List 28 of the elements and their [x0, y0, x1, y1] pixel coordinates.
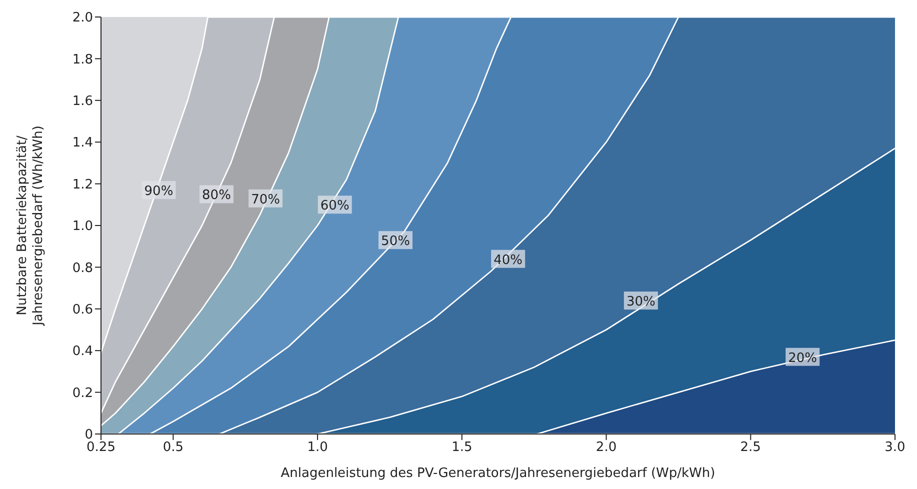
x-tick-label: 2.5 — [740, 440, 761, 456]
y-tick-label: 1.0 — [72, 219, 93, 234]
x-tick-label: 0.25 — [86, 440, 116, 456]
x-tick-label: 2.0 — [596, 440, 617, 456]
y-axis-title: Nutzbare Batteriekapazität/ Jahresenergiebedarf (Wh/kWh) — [15, 126, 46, 326]
x-tick-label: 3.0 — [884, 440, 906, 456]
annotation: 70% — [251, 192, 280, 208]
annotation: 90% — [144, 184, 174, 200]
y-tick-label: 0.8 — [72, 260, 93, 276]
y-tick-label: 0.2 — [72, 386, 93, 401]
annotation: 60% — [320, 198, 350, 214]
annotation: 30% — [626, 294, 656, 310]
y-tick-label: 1.8 — [72, 52, 93, 68]
annotation: 80% — [202, 188, 231, 204]
annotation: 40% — [494, 252, 523, 268]
y-tick-label: 1.2 — [72, 177, 93, 192]
y-tick-label: 0.4 — [72, 344, 93, 360]
x-axis-title: Anlagenleistung des PV-Generators/Jahresenergiebedarf (Wp/kWh) — [280, 466, 716, 481]
y-tick-label: 0.6 — [72, 302, 93, 318]
y-tick-label: 1.6 — [72, 94, 93, 110]
x-tick-label: 1.0 — [307, 440, 328, 456]
x-tick-label: 1.5 — [452, 440, 472, 456]
y-tick-label: 2.0 — [72, 10, 93, 26]
y-tick-label: 1.4 — [72, 136, 93, 151]
annotation: 50% — [381, 234, 410, 250]
annotation: 20% — [788, 350, 818, 366]
x-tick-label: 0.5 — [162, 440, 184, 456]
y-tick-label: 0 — [84, 428, 93, 443]
